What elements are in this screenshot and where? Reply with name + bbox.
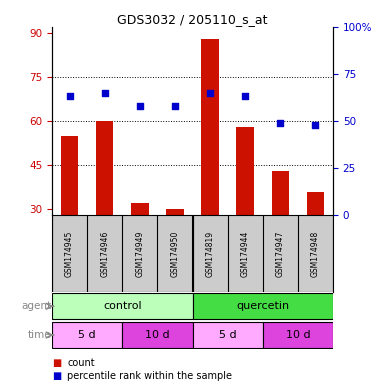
Bar — [271, 171, 289, 215]
Text: GSM174947: GSM174947 — [276, 230, 285, 276]
Point — [207, 90, 213, 96]
Text: 10 d: 10 d — [145, 330, 170, 340]
Text: GSM174819: GSM174819 — [206, 230, 214, 276]
Bar — [236, 127, 254, 215]
Point — [172, 103, 178, 109]
Text: quercetin: quercetin — [236, 301, 289, 311]
Text: ■: ■ — [52, 371, 61, 381]
Bar — [192, 293, 333, 319]
Text: 5 d: 5 d — [219, 330, 236, 340]
Text: GSM174946: GSM174946 — [100, 230, 109, 276]
Text: agent: agent — [21, 301, 51, 311]
Bar — [131, 203, 149, 215]
Text: GSM174950: GSM174950 — [171, 230, 179, 276]
Point — [312, 122, 318, 128]
Text: GSM174944: GSM174944 — [241, 230, 250, 276]
Text: count: count — [67, 358, 95, 368]
Bar — [263, 322, 333, 348]
Point — [102, 90, 108, 96]
Bar — [307, 192, 324, 215]
Point — [242, 93, 248, 99]
Bar — [52, 322, 122, 348]
Bar — [192, 322, 263, 348]
Text: 10 d: 10 d — [286, 330, 310, 340]
Text: GSM174945: GSM174945 — [65, 230, 74, 276]
Text: GSM174948: GSM174948 — [311, 230, 320, 276]
Point — [137, 103, 143, 109]
Text: ■: ■ — [52, 358, 61, 368]
Point — [67, 93, 73, 99]
Text: percentile rank within the sample: percentile rank within the sample — [67, 371, 233, 381]
Text: 5 d: 5 d — [78, 330, 96, 340]
Point — [277, 120, 283, 126]
Title: GDS3032 / 205110_s_at: GDS3032 / 205110_s_at — [117, 13, 268, 26]
Bar — [96, 121, 114, 215]
Bar — [201, 39, 219, 215]
Bar — [52, 293, 192, 319]
Bar — [122, 322, 192, 348]
Bar — [166, 209, 184, 215]
Text: time: time — [28, 330, 51, 340]
Text: control: control — [103, 301, 142, 311]
Text: GSM174949: GSM174949 — [135, 230, 144, 276]
Bar — [61, 136, 78, 215]
